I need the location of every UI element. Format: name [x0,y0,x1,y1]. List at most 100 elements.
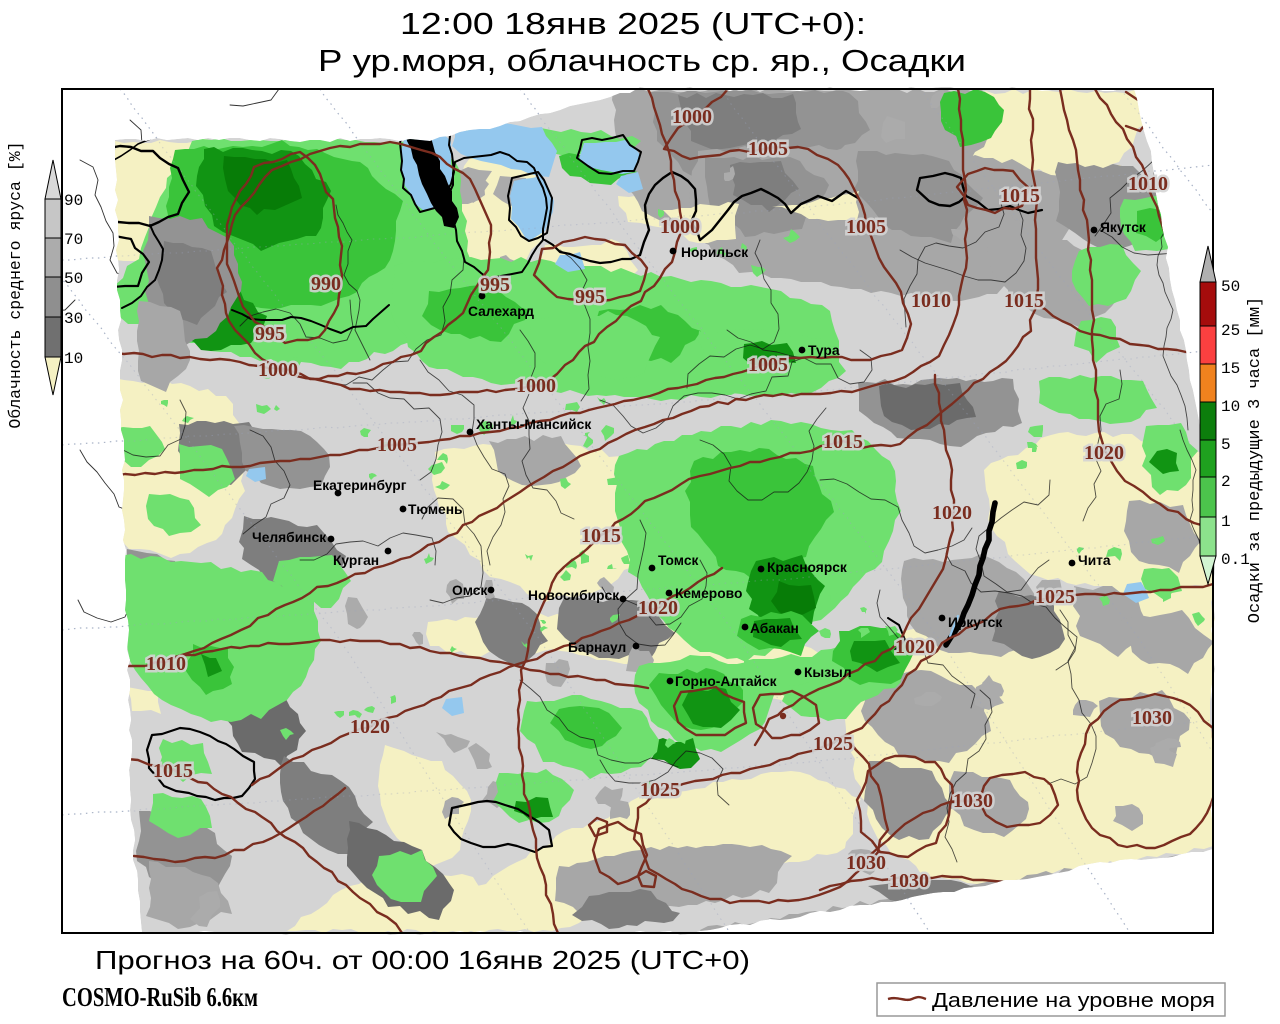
svg-text:1000: 1000 [258,359,298,381]
svg-text:1025: 1025 [1035,586,1075,608]
svg-text:1000: 1000 [516,375,556,397]
svg-text:30: 30 [64,310,83,328]
svg-text:Челябинск: Челябинск [252,530,326,545]
svg-text:1: 1 [1221,513,1231,531]
svg-text:5: 5 [1221,436,1231,454]
svg-text:Екатеринбург: Екатеринбург [313,478,407,493]
svg-text:1015: 1015 [153,760,193,782]
svg-text:1025: 1025 [813,733,853,755]
svg-text:Салехард: Салехард [468,304,534,319]
svg-text:1000: 1000 [660,216,700,238]
svg-text:995: 995 [575,286,605,308]
svg-text:1030: 1030 [1132,707,1172,729]
svg-text:1005: 1005 [748,354,788,376]
svg-text:1015: 1015 [1000,185,1040,207]
svg-text:10: 10 [1221,398,1240,416]
svg-text:15: 15 [1221,360,1240,378]
svg-text:Тюмень: Тюмень [408,502,463,517]
svg-text:1030: 1030 [953,790,993,812]
svg-text:990: 990 [311,273,341,295]
svg-text:1005: 1005 [377,434,417,456]
svg-text:1015: 1015 [153,760,193,782]
svg-text:Прогноз на 60ч. от 00:00 16янв: Прогноз на 60ч. от 00:00 16янв 2025 (UTC… [95,945,750,975]
svg-text:1020: 1020 [895,636,935,658]
svg-text:0.1: 0.1 [1221,551,1250,569]
svg-text:1005: 1005 [748,138,788,160]
svg-text:Горно-Алтайск: Горно-Алтайск [675,674,777,689]
svg-text:1005: 1005 [846,216,886,238]
svg-text:1005: 1005 [748,354,788,376]
svg-text:1030: 1030 [846,852,886,874]
svg-text:50: 50 [1221,278,1240,296]
svg-text:1000: 1000 [660,216,700,238]
svg-text:Ханты-Мансийск: Ханты-Мансийск [476,417,591,432]
svg-text:1010: 1010 [146,653,186,675]
svg-text:1025: 1025 [640,779,680,801]
svg-text:Норильск: Норильск [681,245,748,260]
svg-text:1020: 1020 [1084,442,1124,464]
svg-text:1030: 1030 [1132,707,1172,729]
svg-text:70: 70 [64,231,83,249]
svg-text:1015: 1015 [1004,290,1044,312]
svg-text:1010: 1010 [1128,173,1168,195]
svg-text:1015: 1015 [823,431,863,453]
svg-text:1020: 1020 [638,597,678,619]
svg-text:Абакан: Абакан [750,621,799,636]
svg-text:Барнаул: Барнаул [568,640,626,655]
svg-text:1025: 1025 [813,733,853,755]
svg-text:Кызыл: Кызыл [804,665,852,680]
svg-text:1015: 1015 [581,525,621,547]
svg-text:Омск: Омск [452,583,487,598]
svg-text:1010: 1010 [1128,173,1168,195]
svg-text:995: 995 [480,274,510,296]
svg-text:1010: 1010 [911,290,951,312]
svg-text:1005: 1005 [748,138,788,160]
svg-text:Чита: Чита [1078,553,1111,568]
svg-text:1020: 1020 [932,502,972,524]
svg-text:1005: 1005 [377,434,417,456]
svg-text:10: 10 [64,350,83,368]
svg-text:1000: 1000 [258,359,298,381]
svg-text:1005: 1005 [846,216,886,238]
svg-text:1000: 1000 [516,375,556,397]
svg-text:2: 2 [1221,473,1231,491]
svg-text:Кемерово: Кемерово [675,586,742,601]
svg-text:50: 50 [64,270,83,288]
svg-text:1020: 1020 [895,636,935,658]
svg-text:1025: 1025 [1035,586,1075,608]
svg-text:990: 990 [311,273,341,295]
svg-text:1000: 1000 [672,106,712,128]
svg-text:Осадки за предыдущие 3 часа [м: Осадки за предыдущие 3 часа [мм] [1246,297,1265,623]
svg-text:Якутск: Якутск [1100,220,1146,235]
svg-text:1015: 1015 [1004,290,1044,312]
svg-text:1025: 1025 [640,779,680,801]
svg-text:995: 995 [575,286,605,308]
svg-text:1010: 1010 [146,653,186,675]
svg-text:12:00 18янв 2025 (UTC+0):: 12:00 18янв 2025 (UTC+0): [400,6,866,41]
svg-text:COSMO-RuSib 6.6км: COSMO-RuSib 6.6км [62,982,258,1012]
svg-text:995: 995 [480,274,510,296]
svg-text:1030: 1030 [846,852,886,874]
svg-text:995: 995 [255,323,285,345]
svg-text:Тура: Тура [808,343,840,358]
svg-text:Новосибирск: Новосибирск [528,588,619,603]
svg-text:1015: 1015 [581,525,621,547]
svg-text:Давление на уровне моря: Давление на уровне моря [932,990,1215,1012]
svg-text:1015: 1015 [823,431,863,453]
svg-text:1010: 1010 [911,290,951,312]
svg-text:995: 995 [255,323,285,345]
svg-text:Иркутск: Иркутск [948,615,1002,630]
svg-text:Облачность среднего яруса [%]: Облачность среднего яруса [%] [6,141,25,428]
svg-text:Томск: Томск [658,553,699,568]
svg-text:1020: 1020 [350,716,390,738]
svg-text:1030: 1030 [889,870,929,892]
svg-text:Красноярск: Красноярск [767,560,847,575]
svg-text:1020: 1020 [932,502,972,524]
svg-text:1020: 1020 [638,597,678,619]
svg-text:1015: 1015 [1000,185,1040,207]
svg-text:1030: 1030 [953,790,993,812]
svg-text:1030: 1030 [889,870,929,892]
svg-text:25: 25 [1221,322,1240,340]
svg-text:1020: 1020 [350,716,390,738]
svg-text:Курган: Курган [333,553,379,568]
